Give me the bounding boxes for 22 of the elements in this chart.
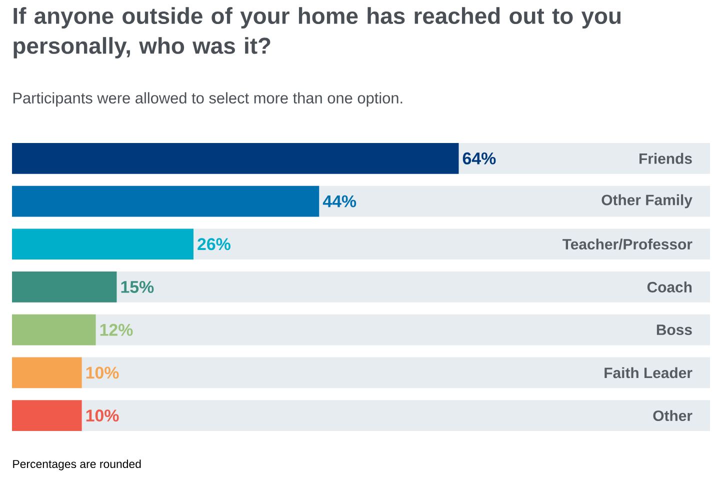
bar xyxy=(12,228,194,260)
text: Percentages are rounded xyxy=(13,460,141,470)
data-label: 64% xyxy=(462,152,496,164)
data-label: 10% xyxy=(86,366,119,379)
bar xyxy=(12,314,96,346)
chart-title: If anyone outside of your home has reached out to you personally, who was it? xyxy=(14,7,620,58)
bar xyxy=(12,357,82,388)
y-tick-label: Other Family xyxy=(602,194,692,208)
chart-subtitle: Participants were allowed to select more than one option. xyxy=(13,92,402,107)
data-label: 12% xyxy=(100,324,133,336)
y-tick-label: Teacher/Professor xyxy=(562,238,692,250)
y-tick-label: Boss xyxy=(656,324,692,336)
y-tick-label: Faith Leader xyxy=(604,367,692,378)
data-label: 10% xyxy=(86,410,119,422)
data-label: 44% xyxy=(322,195,356,208)
y-tick-label: Friends xyxy=(640,152,692,164)
data-label: 26% xyxy=(198,238,230,250)
bar xyxy=(12,272,117,302)
bar xyxy=(12,400,82,431)
data-label: 15% xyxy=(121,281,154,293)
y-tick-label: Other xyxy=(653,410,692,422)
y-tick-label: Coach xyxy=(647,282,692,292)
